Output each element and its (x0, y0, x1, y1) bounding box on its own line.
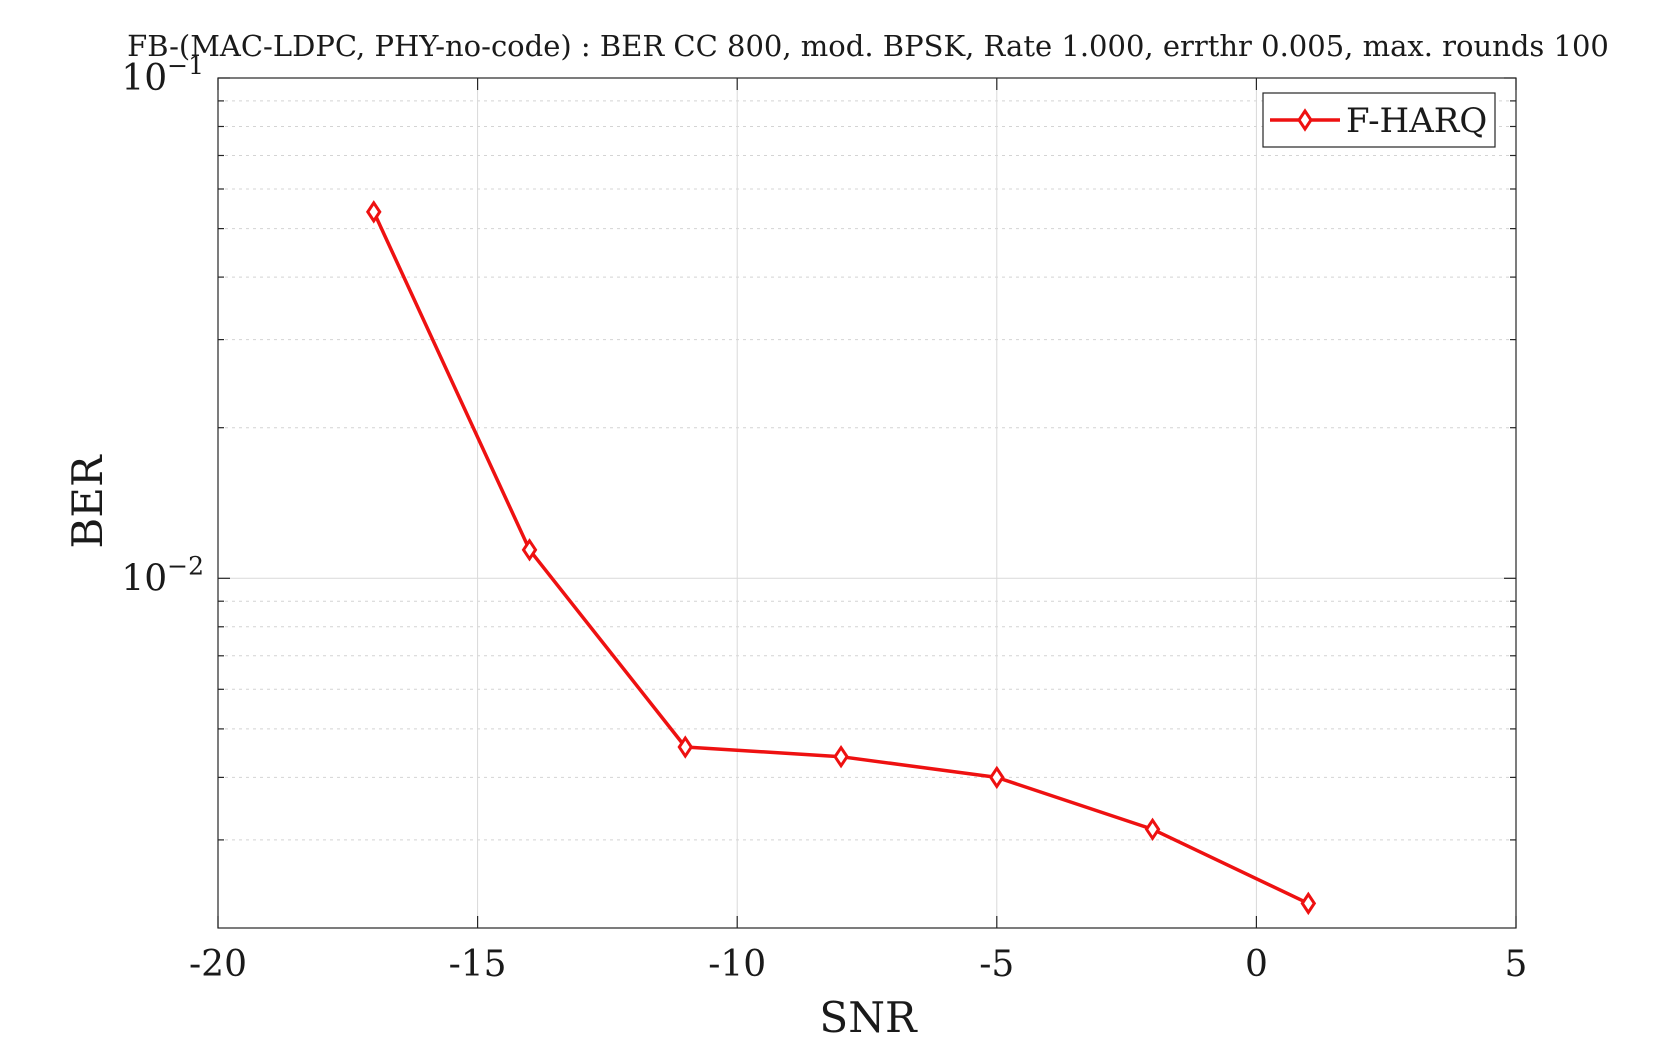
y-tick-labels: 10−2 10−1 (121, 51, 204, 599)
x-tick-label: 0 (1245, 944, 1268, 985)
chart-title: FB-(MAC-LDPC, PHY-no-code) : BER CC 800,… (127, 29, 1609, 63)
x-tick-label: -15 (449, 944, 507, 985)
x-axis-label: SNR (819, 993, 918, 1042)
y-tick-label: 10−1 (121, 51, 204, 99)
x-tick-label: -10 (708, 944, 766, 985)
x-tick-labels: -20 -15 -10 -5 0 5 (189, 944, 1527, 985)
data-point (833, 744, 849, 769)
data-point (1300, 891, 1317, 916)
x-tick-label: -20 (189, 944, 247, 985)
axis-ticks (217, 77, 1517, 928)
data-point (521, 538, 538, 562)
y-axis-label: BER (63, 454, 112, 549)
legend: F-HARQ (1262, 92, 1496, 148)
data-point (988, 765, 1005, 790)
plot-area (217, 77, 1517, 929)
series-layer (365, 200, 1317, 916)
data-point (365, 200, 382, 224)
x-tick-label: -5 (979, 944, 1014, 985)
y-tick-label: 10−2 (121, 551, 204, 599)
legend-label: F-HARQ (1346, 101, 1487, 141)
legend-marker-diamond (1297, 108, 1313, 132)
grid (218, 78, 1516, 928)
x-tick-label: 5 (1505, 944, 1528, 985)
data-point (1144, 817, 1161, 842)
series-line-0 (372, 211, 1310, 905)
data-point (677, 735, 694, 759)
